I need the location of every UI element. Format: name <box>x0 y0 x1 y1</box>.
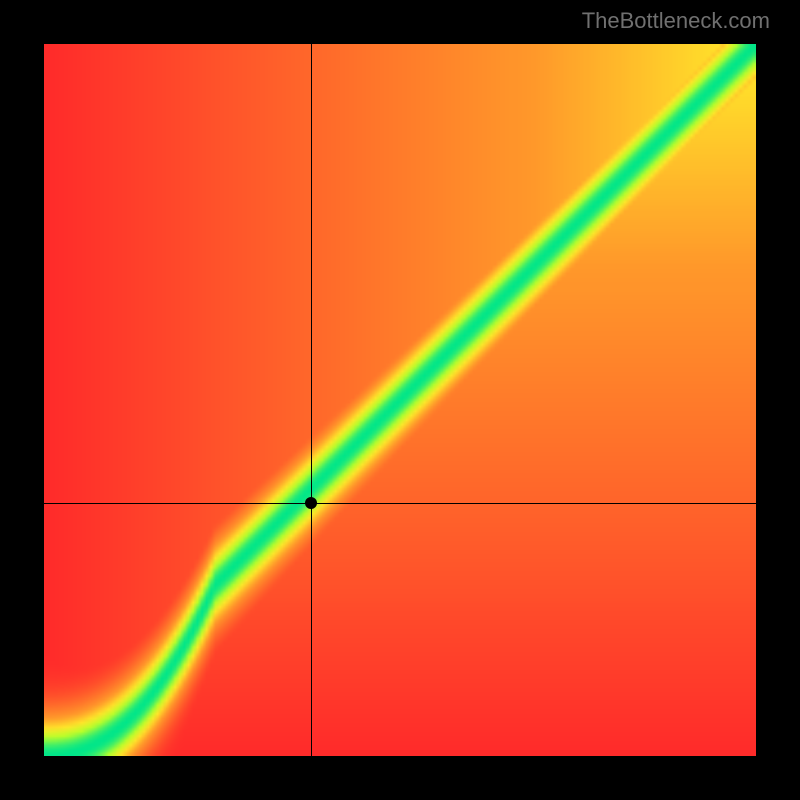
marker-point <box>305 497 317 509</box>
heatmap-plot-area <box>44 44 756 756</box>
heatmap-canvas <box>44 44 756 756</box>
crosshair-horizontal <box>44 503 756 504</box>
watermark-text: TheBottleneck.com <box>582 8 770 34</box>
crosshair-vertical <box>311 44 312 756</box>
